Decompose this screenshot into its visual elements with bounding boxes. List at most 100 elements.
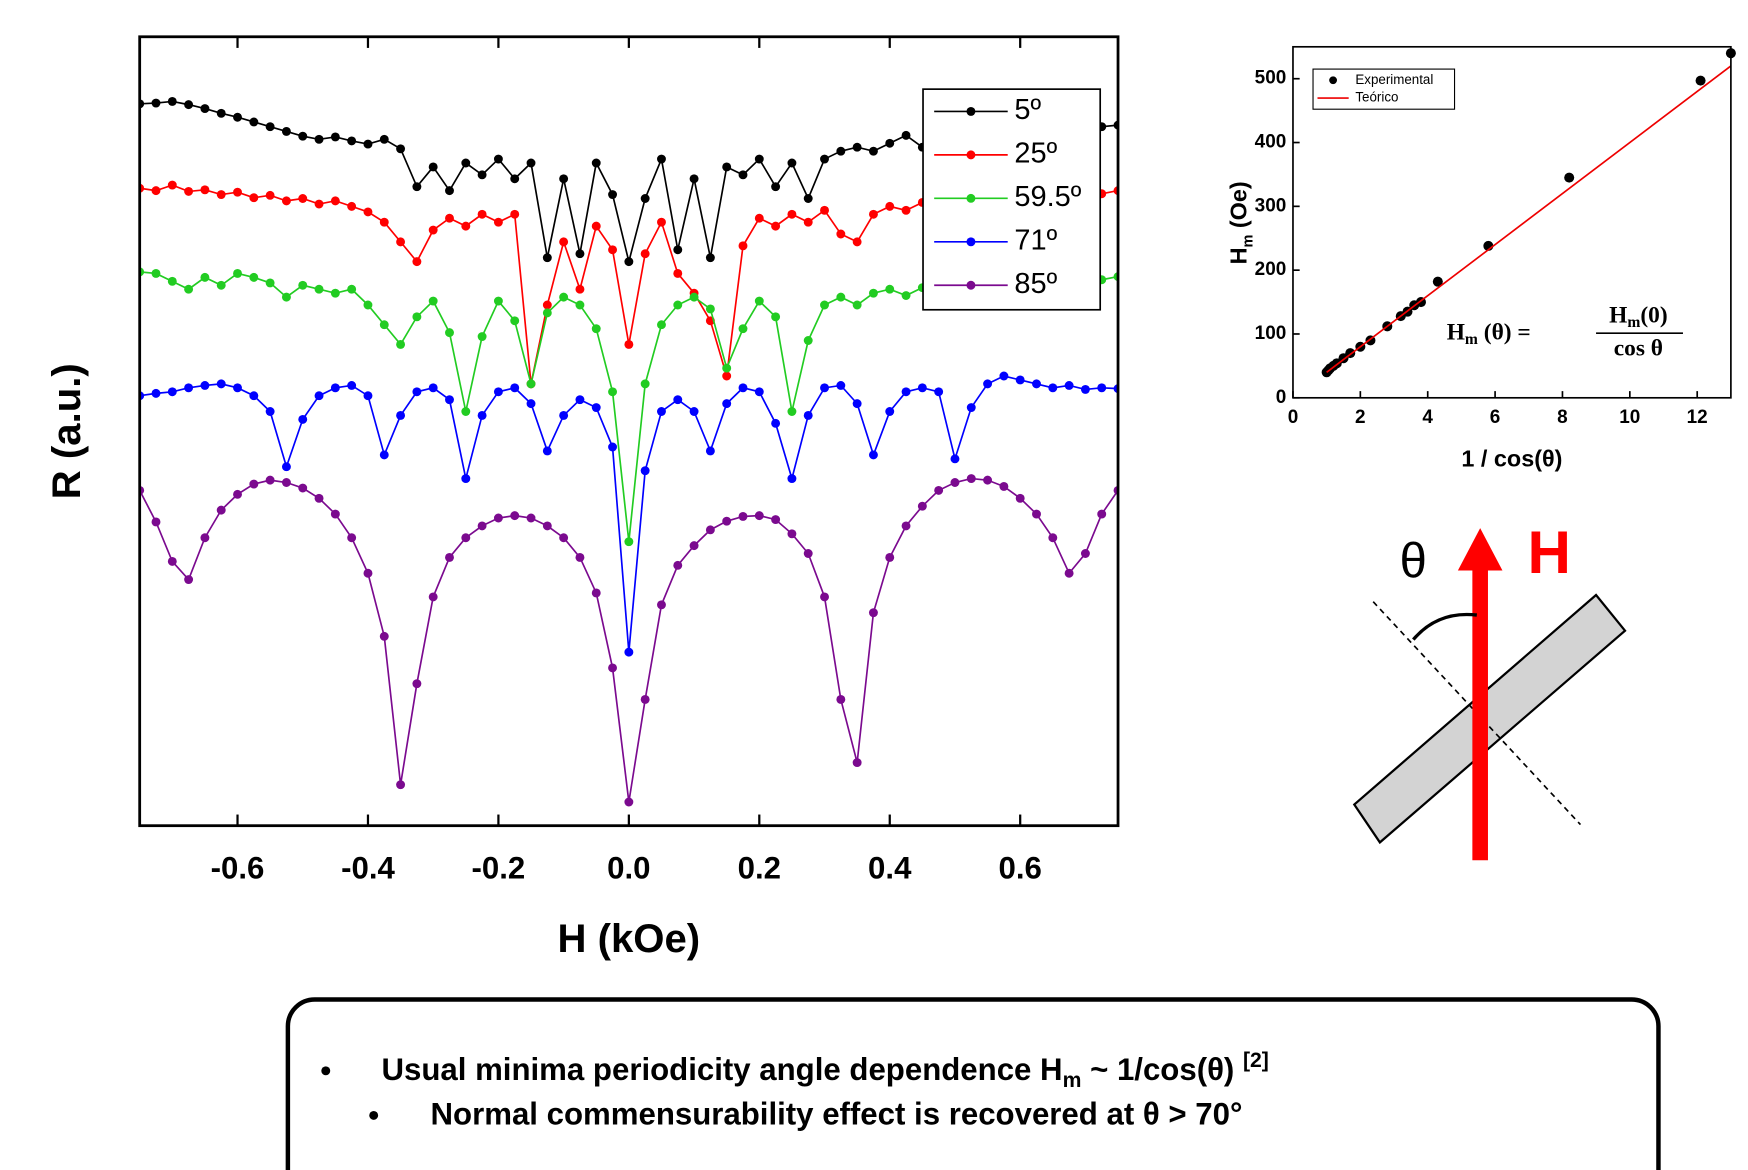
data-point — [461, 221, 471, 231]
data-point — [314, 134, 324, 144]
data-point — [999, 371, 1009, 381]
data-point — [1032, 379, 1041, 389]
data-point — [754, 296, 764, 306]
data-point — [216, 190, 226, 200]
data-point — [608, 442, 618, 452]
data-point — [526, 513, 536, 523]
formula-lhs: Hm (θ) = — [1447, 320, 1531, 348]
data-point — [200, 104, 210, 114]
data-point — [396, 780, 406, 790]
data-point — [738, 241, 748, 251]
data-point — [901, 387, 911, 397]
data-point — [461, 474, 471, 484]
data-point — [461, 158, 471, 168]
data-point — [167, 556, 177, 566]
data-point — [167, 180, 177, 190]
data-point — [363, 300, 373, 310]
formula: Hm (θ) = Hm(0) cos θ — [1447, 303, 1683, 361]
series-line — [139, 375, 1119, 653]
data-point — [233, 489, 242, 499]
data-point — [738, 511, 748, 521]
legend-box — [922, 88, 1102, 311]
formula-part: (θ) = — [1478, 320, 1531, 346]
data-point — [249, 391, 259, 401]
data-point — [1032, 509, 1041, 519]
data-point — [934, 485, 944, 495]
notes: Usual minima periodicity angle dependenc… — [285, 997, 1661, 1170]
data-point — [950, 454, 960, 464]
data-point — [657, 600, 666, 610]
data-point — [820, 383, 829, 393]
data-point — [314, 493, 324, 503]
chart-2: 0 2 4 6 8 10 12 0 100 200 300 400 500 Experimental Teó… — [1226, 45, 1736, 471]
data-point — [428, 296, 438, 306]
data-point — [754, 154, 764, 164]
data-point — [885, 552, 895, 562]
data-point — [885, 284, 895, 294]
data-point — [624, 797, 634, 807]
y-label-part: m — [1240, 235, 1256, 248]
data-point — [754, 213, 764, 223]
data-point — [151, 98, 161, 108]
x-tick-label: 8 — [1557, 407, 1568, 428]
data-point — [624, 339, 634, 349]
data-point — [493, 154, 503, 164]
notes-box — [285, 997, 1661, 1170]
data-point — [200, 533, 210, 543]
data-point — [820, 205, 829, 215]
data-point — [477, 410, 487, 420]
data-point — [901, 291, 911, 300]
data-point — [298, 483, 308, 493]
data-point — [917, 501, 927, 511]
data-point — [314, 284, 324, 294]
data-point — [640, 466, 650, 476]
bullet-text: Normal commensurability effect is recove… — [431, 1097, 1243, 1132]
data-point — [167, 97, 177, 106]
data-point — [689, 407, 699, 416]
data-point — [347, 136, 357, 146]
formula-sub: m — [1627, 314, 1640, 331]
data-point — [803, 217, 813, 227]
data-point — [396, 237, 406, 247]
data-point — [477, 332, 487, 342]
data-point — [559, 237, 569, 247]
data-point — [852, 237, 862, 247]
data-point — [820, 154, 829, 164]
data-point — [575, 395, 585, 405]
data-point — [396, 144, 406, 154]
data-point — [281, 196, 291, 206]
bullet — [321, 1066, 331, 1076]
data-point — [754, 511, 764, 521]
data-point — [216, 379, 226, 389]
text-part: ~ 1/cos(θ) — [1081, 1052, 1243, 1087]
data-point — [917, 383, 927, 393]
y-tick-label: 100 — [1255, 323, 1287, 344]
data-point — [363, 391, 373, 401]
data-point — [233, 383, 242, 393]
data-point — [493, 387, 503, 397]
data-point — [868, 146, 878, 156]
data-point — [559, 533, 569, 543]
x-tick-label: 2 — [1355, 407, 1366, 428]
data-point — [608, 663, 618, 673]
data-point — [868, 450, 878, 460]
data-point — [657, 154, 666, 164]
data-point — [151, 186, 161, 196]
data-point — [428, 383, 438, 393]
data-point — [901, 130, 911, 140]
data-point — [934, 387, 944, 397]
data-point — [493, 296, 503, 306]
data-point — [493, 217, 503, 227]
data-point — [265, 407, 275, 416]
data-point — [265, 278, 275, 288]
data-point — [624, 537, 634, 547]
data-point — [1080, 384, 1090, 394]
data-point — [510, 209, 520, 219]
data-point — [428, 592, 438, 602]
data-point — [771, 515, 781, 525]
x-tick-label: 0.4 — [868, 850, 912, 885]
legend-label: 25º — [1014, 138, 1057, 170]
data-point — [249, 272, 259, 282]
data-point — [249, 193, 259, 203]
